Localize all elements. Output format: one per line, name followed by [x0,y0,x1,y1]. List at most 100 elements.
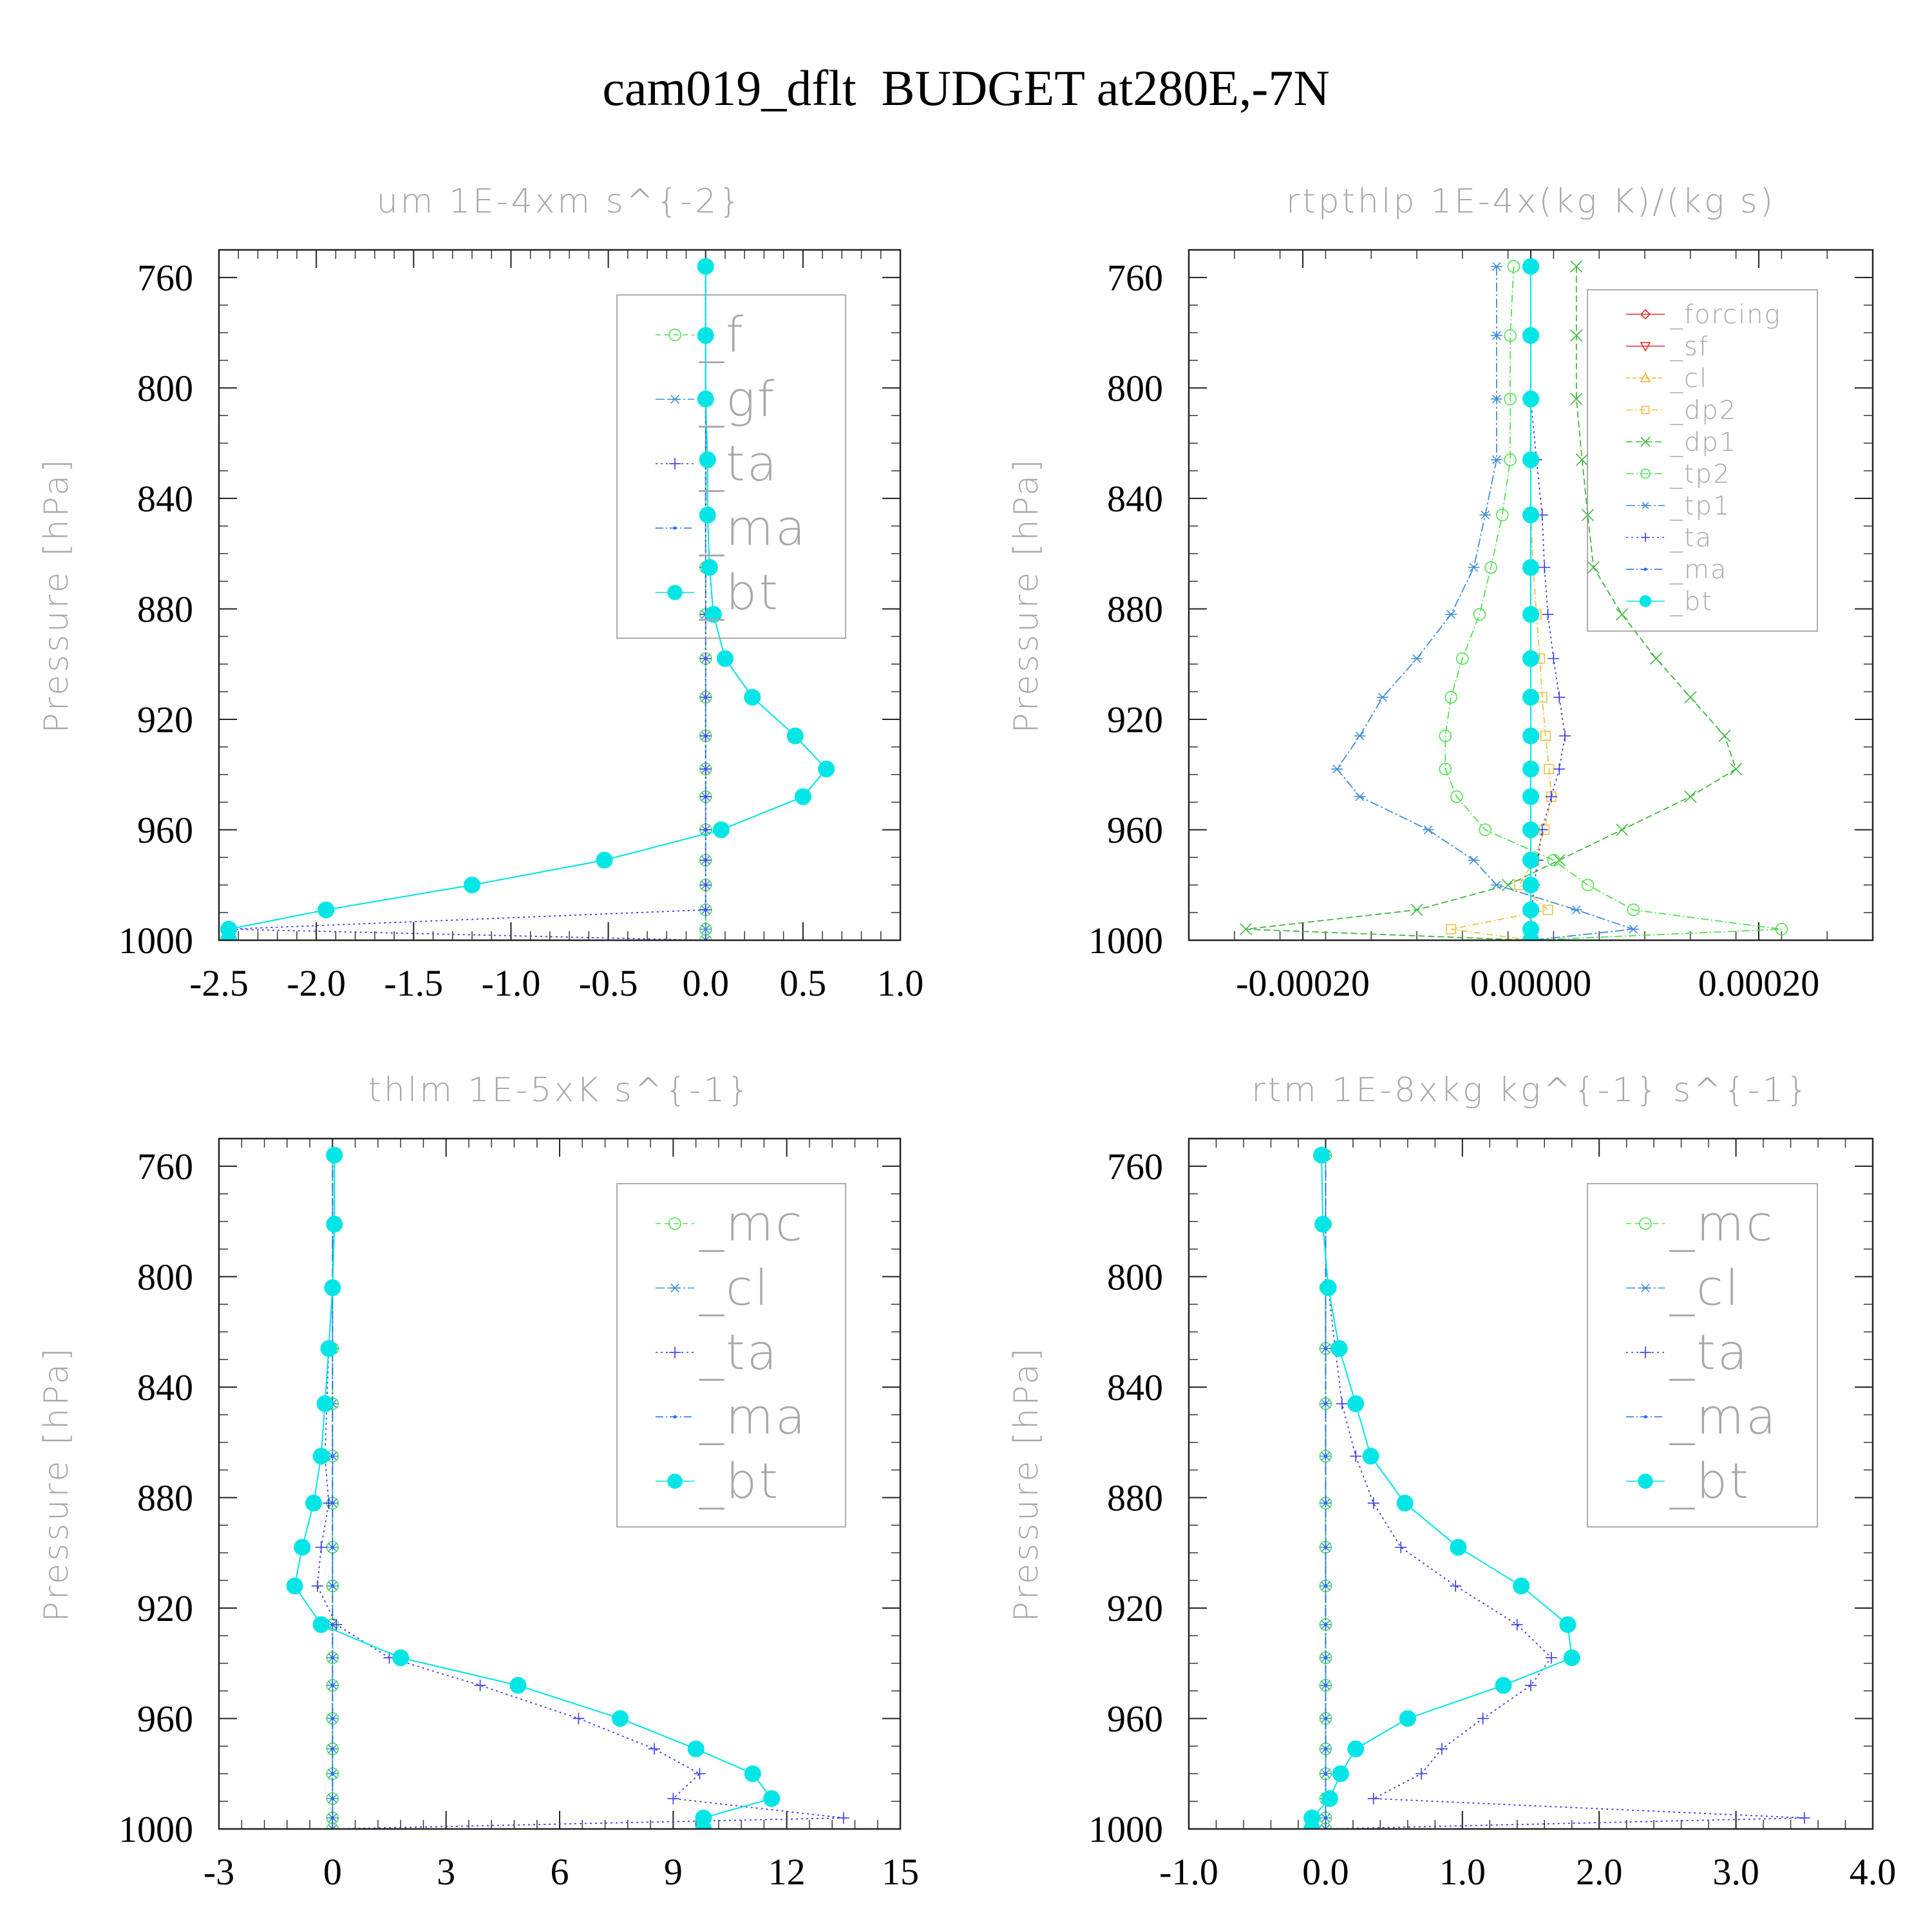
data-point-bt [1522,559,1539,576]
y-tick-label: 880 [137,588,193,630]
data-point-dp1 [1616,823,1629,837]
data-point-bt [312,1448,330,1465]
legend-label: _dp1 [1669,428,1737,457]
data-point-ta [1367,1497,1379,1510]
data-point-bt [1522,390,1539,408]
data-point-ta [1539,562,1551,574]
legend-label: _bt [699,1452,780,1510]
x-tick-label: 2.0 [1576,1851,1623,1893]
panel-title: rtm 1E-8xkg kg^{-1} s^{-1} [1251,1071,1810,1110]
data-point-bt [312,1616,330,1633]
data-point-tp2 [1484,561,1497,574]
data-point-bt [1321,1790,1338,1807]
data-point-tp2 [1450,790,1463,803]
series-line-tp1 [1336,266,1634,940]
data-point-bt [509,1677,527,1694]
legend-label: _f [699,306,745,363]
y-tick-label: 760 [137,257,193,299]
data-point-ma [330,1501,334,1505]
legend-label: _ta [1669,524,1712,553]
data-point-dp1 [1239,923,1253,936]
data-point-bt [1522,901,1539,918]
data-point-ta [699,652,712,665]
data-point-tp2 [1547,853,1560,867]
legend: _forcing_sf_cl _dp2_dp1 _tp2_tp1 _ta_ma_bt [1587,289,1818,632]
data-point-bt [326,1215,343,1233]
series-line-ta [229,266,706,940]
y-tick-label: 880 [1107,588,1163,630]
data-point-tp1 [1445,610,1457,619]
y-tick-label: 1000 [1088,920,1163,961]
data-point-ta [1435,1743,1448,1755]
data-point-tp1 [1490,394,1502,404]
x-tick-label: 3.0 [1712,1851,1759,1893]
data-point-bt [326,1146,343,1164]
y-tick-label: 1000 [118,920,193,961]
y-tick-label: 760 [1107,257,1163,299]
data-point-bt [697,258,714,275]
data-point-ta [1395,1541,1407,1553]
data-point-dp1 [1587,561,1600,574]
legend-marker-cl [1640,372,1651,383]
data-point-ta [699,763,712,775]
legend-marker-mc [1639,1217,1652,1230]
data-point-tp2 [1627,904,1640,916]
data-point-ta [573,1712,585,1725]
legend-label: _dp2 [1669,396,1737,426]
data-point-tp2 [1456,652,1469,665]
y-tick-label: 840 [137,1367,193,1408]
data-point-bt [1347,1395,1365,1412]
data-point-ta [1350,1450,1362,1463]
data-point-bt [317,901,335,918]
panel-1: um 1E-4xm s^{-2} Pressure [hPa] -2.5 -2.0 -1… [37,182,923,1004]
data-point-ta [699,791,712,803]
legend-label: _ta [1669,1323,1749,1381]
plot-frame [218,1137,902,1830]
data-point-dp1 [1570,329,1583,342]
series-group [220,258,835,940]
data-point-ta [1798,1812,1810,1824]
data-point-bt [1522,451,1539,468]
data-point-ta [1450,1580,1462,1592]
data-point-tp1 [1627,924,1640,934]
legend-marker-tp2 [1640,468,1651,479]
legend-marker-cl [669,1283,681,1293]
legend-marker-sf [1640,342,1651,352]
x-tick-label: -2.5 [189,962,249,1004]
data-point-tp1 [1570,905,1582,914]
data-point-ma [330,1623,334,1627]
series-group [1239,258,1788,940]
data-point-tp1 [1354,731,1366,741]
data-point-ma [1323,1716,1327,1720]
data-point-dp1 [1502,878,1515,891]
series-group [286,1146,849,1829]
data-point-ma [1323,1623,1327,1627]
data-point-ma [330,1656,334,1660]
data-point-bt [744,688,761,706]
data-point-ta [699,904,712,916]
legend-label: _gf [699,370,776,428]
legend-marker-bt [667,585,683,600]
data-point-ta [1559,730,1571,742]
data-point-ta [474,1680,486,1692]
x-tick-label: 0.5 [780,962,827,1004]
data-point-bt [697,327,714,344]
data-point-tp2 [1581,878,1595,892]
data-point-bt [1522,876,1539,894]
legend-marker-bt [1638,1473,1653,1489]
legend-label: _bt [1669,587,1713,617]
legend-label: _cl [699,1259,770,1316]
data-point-bt [1522,327,1539,344]
legend-marker-ma [1643,1415,1647,1419]
x-tick-label: 1.0 [1439,1851,1486,1893]
data-point-ma [330,1816,334,1820]
legend-label: _cl [1669,1259,1741,1316]
y-axis-label: Pressure [hPa] [37,457,76,734]
legend-marker-forcing [1640,308,1651,320]
series-group [1303,1146,1810,1829]
data-point-dp1 [1650,652,1663,665]
data-point-dp1 [1570,260,1583,273]
data-point-dp1 [1616,608,1629,621]
data-point-ta [699,934,712,940]
data-point-dp1 [1410,904,1423,916]
